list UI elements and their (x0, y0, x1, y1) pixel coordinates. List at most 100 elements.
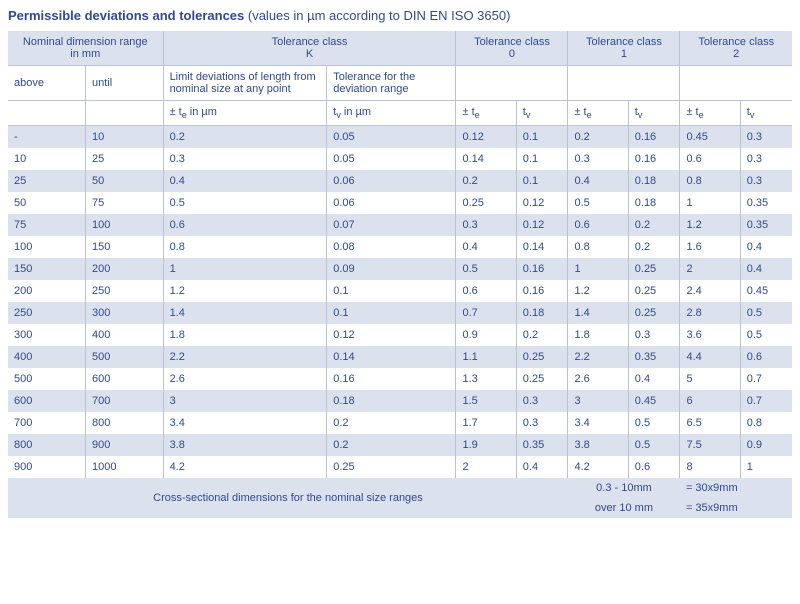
cell-above: 400 (8, 346, 86, 368)
cell-c1tv: 0.5 (628, 412, 680, 434)
cell-c0tv: 0.1 (516, 148, 568, 170)
hdr-0-te: ± te (456, 101, 516, 126)
cell-until: 800 (86, 412, 164, 434)
cell-kte: 3.4 (163, 412, 327, 434)
cell-kte: 1 (163, 258, 327, 280)
cell-c1tv: 0.4 (628, 368, 680, 390)
cell-ktv: 0.07 (327, 214, 456, 236)
footer-r2a: over 10 mm (568, 498, 680, 518)
footer-r1b: = 30x9mm (680, 478, 792, 498)
cell-until: 25 (86, 148, 164, 170)
header-row-1: Nominal dimension range in mm Tolerance … (8, 31, 792, 66)
cell-c0te: 1.9 (456, 434, 516, 456)
cell-c1te: 3.4 (568, 412, 628, 434)
cell-c1te: 0.2 (568, 126, 628, 149)
cell-kte: 4.2 (163, 456, 327, 478)
hdr-1-te: ± te (568, 101, 628, 126)
cell-c2te: 2.8 (680, 302, 740, 324)
cell-c2tv: 0.35 (740, 214, 792, 236)
table-row: 50750.50.060.250.120.50.1810.35 (8, 192, 792, 214)
cell-c0tv: 0.18 (516, 302, 568, 324)
cell-until: 50 (86, 170, 164, 192)
cell-above: 900 (8, 456, 86, 478)
hdr-blank-0 (456, 66, 568, 101)
cell-c1te: 1.2 (568, 280, 628, 302)
cell-c2te: 0.45 (680, 126, 740, 149)
cell-until: 150 (86, 236, 164, 258)
cell-c2te: 1.6 (680, 236, 740, 258)
cell-kte: 0.8 (163, 236, 327, 258)
cell-c1tv: 0.35 (628, 346, 680, 368)
cell-c1tv: 0.25 (628, 302, 680, 324)
table-row: 25500.40.060.20.10.40.180.80.3 (8, 170, 792, 192)
cell-above: 50 (8, 192, 86, 214)
cell-above: 700 (8, 412, 86, 434)
cell-c0tv: 0.1 (516, 126, 568, 149)
cell-c0te: 0.6 (456, 280, 516, 302)
footer-r1a: 0.3 - 10mm (568, 478, 680, 498)
title-main: Permissible deviations and tolerances (8, 8, 244, 23)
table-row: 7008003.40.21.70.33.40.56.50.8 (8, 412, 792, 434)
cell-c1te: 2.6 (568, 368, 628, 390)
cell-c0tv: 0.25 (516, 346, 568, 368)
cell-c0te: 1.1 (456, 346, 516, 368)
cell-kte: 1.8 (163, 324, 327, 346)
cell-until: 300 (86, 302, 164, 324)
cell-c1tv: 0.2 (628, 236, 680, 258)
cell-until: 400 (86, 324, 164, 346)
table-row: 2503001.40.10.70.181.40.252.80.5 (8, 302, 792, 324)
page-title: Permissible deviations and tolerances (v… (8, 8, 792, 23)
cell-c2tv: 0.7 (740, 390, 792, 412)
table-row: 3004001.80.120.90.21.80.33.60.5 (8, 324, 792, 346)
cell-above: - (8, 126, 86, 149)
cell-c2tv: 0.6 (740, 346, 792, 368)
cell-c0te: 1.3 (456, 368, 516, 390)
cell-kte: 0.2 (163, 126, 327, 149)
cell-c1tv: 0.5 (628, 434, 680, 456)
cell-c2te: 0.6 (680, 148, 740, 170)
hdr-classK: Tolerance class K (163, 31, 456, 66)
cell-c2tv: 0.3 (740, 126, 792, 149)
cell-c2tv: 0.4 (740, 258, 792, 280)
cell-c1tv: 0.25 (628, 258, 680, 280)
cell-c0te: 0.14 (456, 148, 516, 170)
cell-above: 300 (8, 324, 86, 346)
hdr-tol-range: Tolerance for the deviation range (327, 66, 456, 101)
cell-kte: 0.5 (163, 192, 327, 214)
cell-c2tv: 0.9 (740, 434, 792, 456)
cell-c0te: 0.9 (456, 324, 516, 346)
cell-c2te: 7.5 (680, 434, 740, 456)
cell-above: 150 (8, 258, 86, 280)
cell-c1te: 0.5 (568, 192, 628, 214)
hdr-blank-b (86, 101, 164, 126)
cell-c2te: 5 (680, 368, 740, 390)
cell-c1tv: 0.18 (628, 170, 680, 192)
hdr-nominal: Nominal dimension range in mm (8, 31, 163, 66)
cell-ktv: 0.05 (327, 126, 456, 149)
cell-c0te: 0.5 (456, 258, 516, 280)
cell-c0te: 2 (456, 456, 516, 478)
hdr-1-tv: tv (628, 101, 680, 126)
cell-c2te: 0.8 (680, 170, 740, 192)
hdr-class0: Tolerance class 0 (456, 31, 568, 66)
cell-c1tv: 0.25 (628, 280, 680, 302)
cell-ktv: 0.16 (327, 368, 456, 390)
cell-above: 600 (8, 390, 86, 412)
cell-c1te: 2.2 (568, 346, 628, 368)
cell-until: 75 (86, 192, 164, 214)
hdr-blank-a (8, 101, 86, 126)
cell-ktv: 0.2 (327, 412, 456, 434)
cell-c2tv: 0.3 (740, 170, 792, 192)
cell-ktv: 0.12 (327, 324, 456, 346)
cell-above: 100 (8, 236, 86, 258)
cell-c0tv: 0.2 (516, 324, 568, 346)
cell-c2tv: 0.7 (740, 368, 792, 390)
cell-c0tv: 0.12 (516, 192, 568, 214)
cell-until: 200 (86, 258, 164, 280)
cell-kte: 0.6 (163, 214, 327, 236)
cell-c2te: 2.4 (680, 280, 740, 302)
cell-c2tv: 0.45 (740, 280, 792, 302)
hdr-class1: Tolerance class 1 (568, 31, 680, 66)
cell-c2te: 6.5 (680, 412, 740, 434)
cell-c0te: 0.4 (456, 236, 516, 258)
